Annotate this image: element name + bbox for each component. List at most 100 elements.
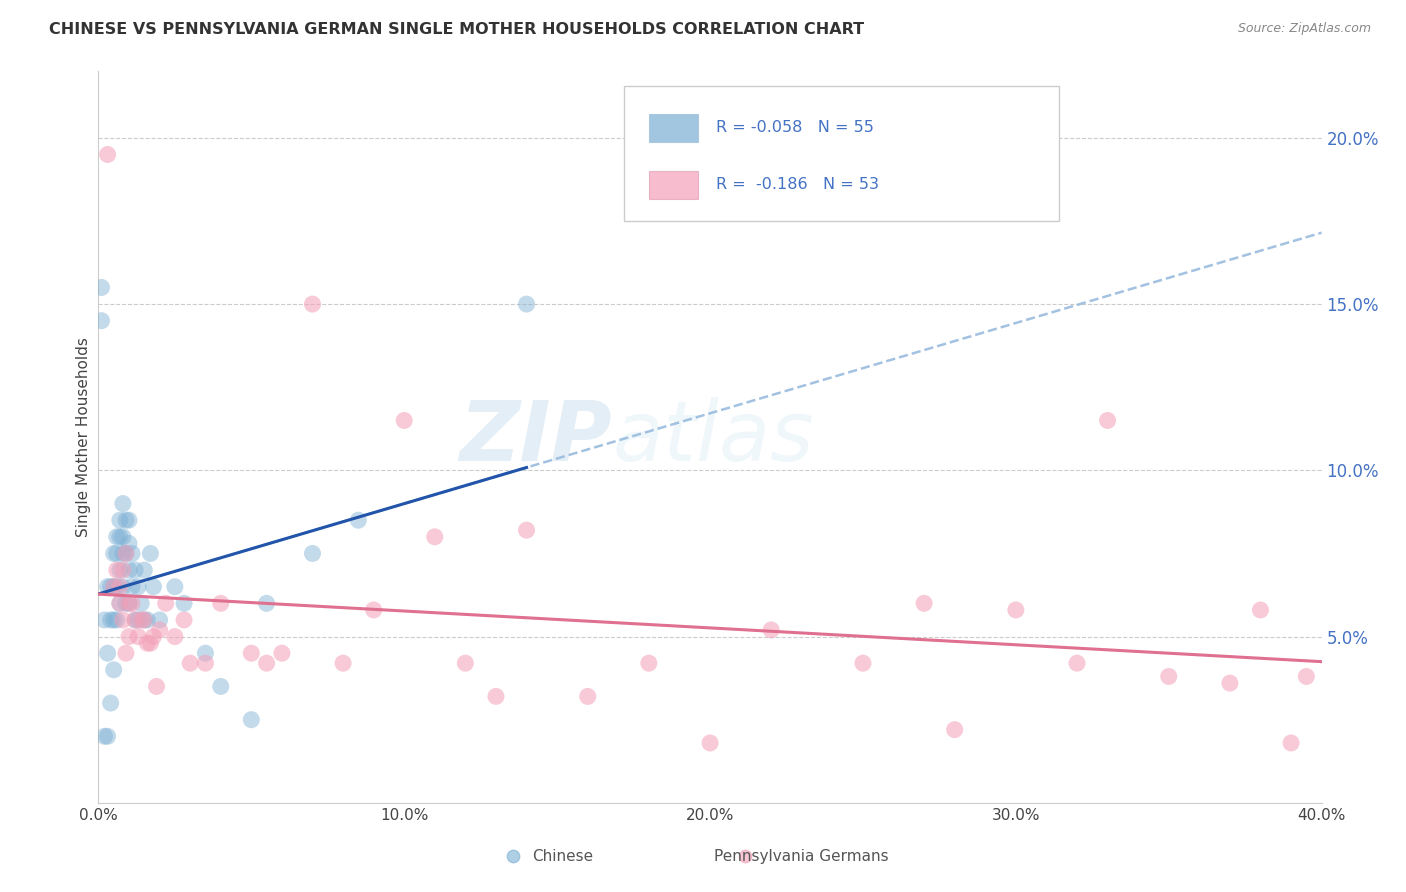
Point — [111, 497, 134, 511]
Point — [194, 656, 217, 670]
Point — [97, 580, 120, 594]
Point — [115, 546, 138, 560]
Point — [103, 613, 125, 627]
Point — [108, 563, 131, 577]
Point — [121, 596, 143, 610]
Point — [103, 663, 125, 677]
Point — [270, 646, 292, 660]
Point — [118, 596, 141, 610]
Point — [124, 613, 146, 627]
Point — [1066, 656, 1088, 670]
Point — [134, 613, 156, 627]
Point — [108, 596, 131, 610]
Point — [127, 580, 149, 594]
Point — [134, 563, 156, 577]
Point — [111, 613, 134, 627]
Point — [124, 613, 146, 627]
Point — [179, 656, 201, 670]
Point — [115, 513, 138, 527]
Point — [103, 546, 125, 560]
Point — [105, 613, 128, 627]
Text: Chinese: Chinese — [531, 849, 593, 863]
Point — [301, 546, 323, 560]
Point — [118, 513, 141, 527]
Point — [1157, 669, 1180, 683]
Text: R =  -0.186   N = 53: R = -0.186 N = 53 — [716, 178, 879, 193]
Point — [90, 314, 112, 328]
Point — [1249, 603, 1271, 617]
Point — [111, 563, 134, 577]
Point — [142, 630, 165, 644]
Point — [209, 680, 232, 694]
Point — [97, 729, 120, 743]
Point — [516, 297, 538, 311]
Point — [142, 580, 165, 594]
Point — [93, 729, 115, 743]
Point — [121, 546, 143, 560]
Point — [118, 630, 141, 644]
Point — [103, 580, 125, 594]
Point — [149, 613, 172, 627]
Y-axis label: Single Mother Households: Single Mother Households — [76, 337, 91, 537]
Point — [139, 636, 162, 650]
Point — [149, 623, 172, 637]
Point — [115, 646, 138, 660]
Point — [103, 580, 125, 594]
Point — [90, 280, 112, 294]
Point — [637, 656, 661, 670]
Point — [145, 680, 167, 694]
Point — [852, 656, 875, 670]
Point — [108, 596, 131, 610]
Point — [136, 636, 159, 650]
Point — [129, 596, 152, 610]
Text: atlas: atlas — [612, 397, 814, 477]
Text: Source: ZipAtlas.com: Source: ZipAtlas.com — [1237, 22, 1371, 36]
Point — [912, 596, 935, 610]
Point — [136, 613, 159, 627]
Point — [115, 546, 138, 560]
Point — [155, 596, 177, 610]
Point — [118, 596, 141, 610]
Point — [97, 147, 120, 161]
Point — [124, 563, 146, 577]
Point — [173, 596, 195, 610]
Text: ZIP: ZIP — [460, 397, 612, 477]
Point — [1219, 676, 1241, 690]
FancyBboxPatch shape — [624, 86, 1059, 221]
Point — [576, 690, 599, 704]
Point — [240, 646, 263, 660]
Point — [139, 546, 162, 560]
Point — [209, 596, 232, 610]
Point — [129, 613, 152, 627]
Point — [108, 530, 131, 544]
Point — [256, 596, 278, 610]
Point — [454, 656, 477, 670]
Point — [240, 713, 263, 727]
Point — [516, 523, 538, 537]
Point — [699, 736, 721, 750]
Point — [105, 563, 128, 577]
Text: R = -0.058   N = 55: R = -0.058 N = 55 — [716, 120, 875, 136]
Point — [118, 536, 141, 550]
Point — [100, 613, 122, 627]
Point — [134, 613, 156, 627]
Point — [111, 546, 134, 560]
Point — [363, 603, 385, 617]
Point — [301, 297, 323, 311]
Point — [485, 690, 508, 704]
Point — [173, 613, 195, 627]
Point — [108, 513, 131, 527]
Point — [127, 613, 149, 627]
Point — [163, 630, 186, 644]
Text: Pennsylvania Germans: Pennsylvania Germans — [714, 849, 889, 863]
Point — [118, 563, 141, 577]
Point — [115, 596, 138, 610]
Point — [1097, 413, 1119, 427]
Point — [759, 623, 782, 637]
Point — [108, 580, 131, 594]
Point — [1004, 603, 1026, 617]
Bar — [648, 171, 697, 199]
Point — [93, 613, 115, 627]
Point — [392, 413, 416, 427]
Point — [100, 580, 122, 594]
